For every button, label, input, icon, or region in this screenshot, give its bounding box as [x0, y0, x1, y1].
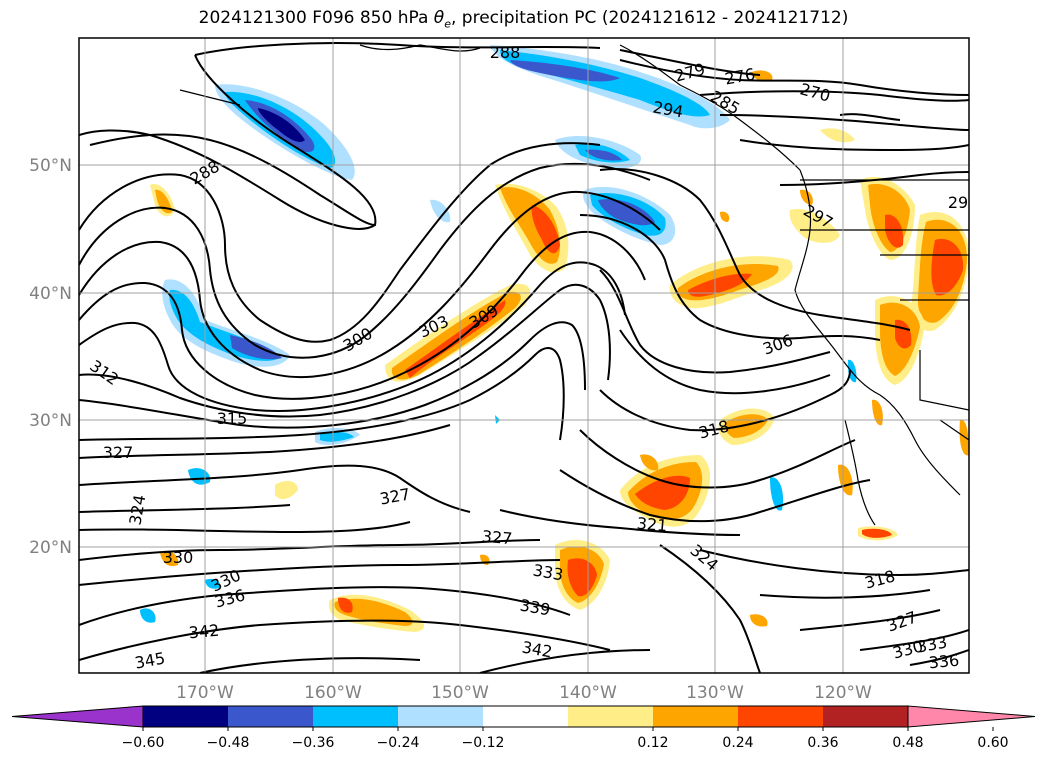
contour-label: 342: [520, 637, 553, 661]
map-frame: [78, 37, 970, 674]
contour-label: 318: [863, 566, 897, 592]
latitude-labels: 50°N 40°N 30°N 20°N: [29, 156, 72, 558]
colorbar-swatch: [398, 706, 483, 727]
colorbar-tick-label: 0.36: [807, 735, 838, 751]
colorbar-swatch: [823, 706, 908, 727]
title-theta: θ: [433, 8, 445, 28]
longitude-labels: 170°W 160°W 150°W 140°W 130°W 120°W: [176, 683, 872, 703]
colorbar: −0.60 −0.48 −0.36 −0.24 −0.12 0.12 0.24 0.36 0.4…: [11, 705, 1036, 751]
contour-label: 339: [518, 595, 551, 619]
title-prefix: 2024121300 F096 850 hPa: [198, 8, 434, 28]
colorbar-tick-label: −0.24: [377, 735, 420, 751]
colorbar-tick-label: −0.48: [207, 735, 250, 751]
colorbar-swatch: [483, 706, 568, 727]
colorbar-tick-label: −0.12: [462, 735, 505, 751]
contour-label: 330: [163, 548, 194, 567]
contour-label: 276: [723, 64, 756, 88]
contour-label: 336: [928, 651, 960, 673]
contour-label: 306: [760, 330, 795, 358]
colorbar-swatch: [738, 706, 823, 727]
contour-label: 327: [103, 443, 134, 462]
coastlines: [179, 44, 969, 526]
contour-label: 333: [531, 560, 564, 584]
colorbar-extend-max: [907, 705, 1036, 728]
colorbar-swatch: [228, 706, 313, 727]
lat-label: 40°N: [29, 284, 72, 304]
graticule: [79, 38, 969, 673]
contour-label: 327: [884, 607, 919, 635]
contour-label: 29: [948, 193, 968, 212]
title-theta-sub: e: [444, 17, 451, 31]
colorbar-frame: [142, 705, 909, 728]
contour-label: 312: [86, 356, 122, 389]
contour-label: 321: [636, 514, 668, 536]
colorbar-swatch: [568, 706, 653, 727]
colorbar-swatch: [143, 706, 228, 727]
contour-label: 288: [490, 43, 521, 62]
colorbar-tick-label: 0.48: [892, 735, 923, 751]
contour-label: 342: [188, 621, 220, 643]
contour-label: 294: [651, 97, 684, 121]
colorbar-tick-label: −0.60: [122, 735, 165, 751]
colorbar-swatch: [653, 706, 738, 727]
lat-label: 50°N: [29, 156, 72, 176]
contour-label: 279: [673, 59, 707, 85]
lat-label: 30°N: [29, 411, 72, 431]
colorbar-tick-label: 0.24: [722, 735, 753, 751]
contour-label: 327: [378, 484, 411, 508]
colorbar-swatch: [313, 706, 398, 727]
lon-label: 130°W: [686, 683, 744, 703]
contour-label: 300: [340, 324, 376, 356]
lon-label: 140°W: [559, 683, 617, 703]
lon-label: 160°W: [304, 683, 362, 703]
precip-negative-shading: [140, 45, 857, 623]
title-suffix: , precipitation PC (2024121612 - 2024121…: [450, 8, 849, 28]
map-title: 2024121300 F096 850 hPa θe, precipitatio…: [0, 8, 1047, 30]
contour-label: 315: [217, 409, 248, 428]
lon-label: 120°W: [814, 683, 872, 703]
contour-label: 324: [125, 493, 149, 526]
colorbar-tick-label: 0.60: [977, 735, 1008, 751]
theta-e-contours: [79, 42, 969, 673]
lon-label: 150°W: [431, 683, 489, 703]
lon-label: 170°W: [176, 683, 234, 703]
lat-label: 20°N: [29, 538, 72, 558]
contour-label: 345: [133, 648, 166, 672]
colorbar-tick-label: 0.12: [637, 735, 668, 751]
colorbar-extend-min: [11, 705, 144, 728]
contour-label: 327: [481, 527, 513, 549]
colorbar-tick-label: −0.36: [292, 735, 335, 751]
contour-label: 270: [798, 79, 832, 105]
